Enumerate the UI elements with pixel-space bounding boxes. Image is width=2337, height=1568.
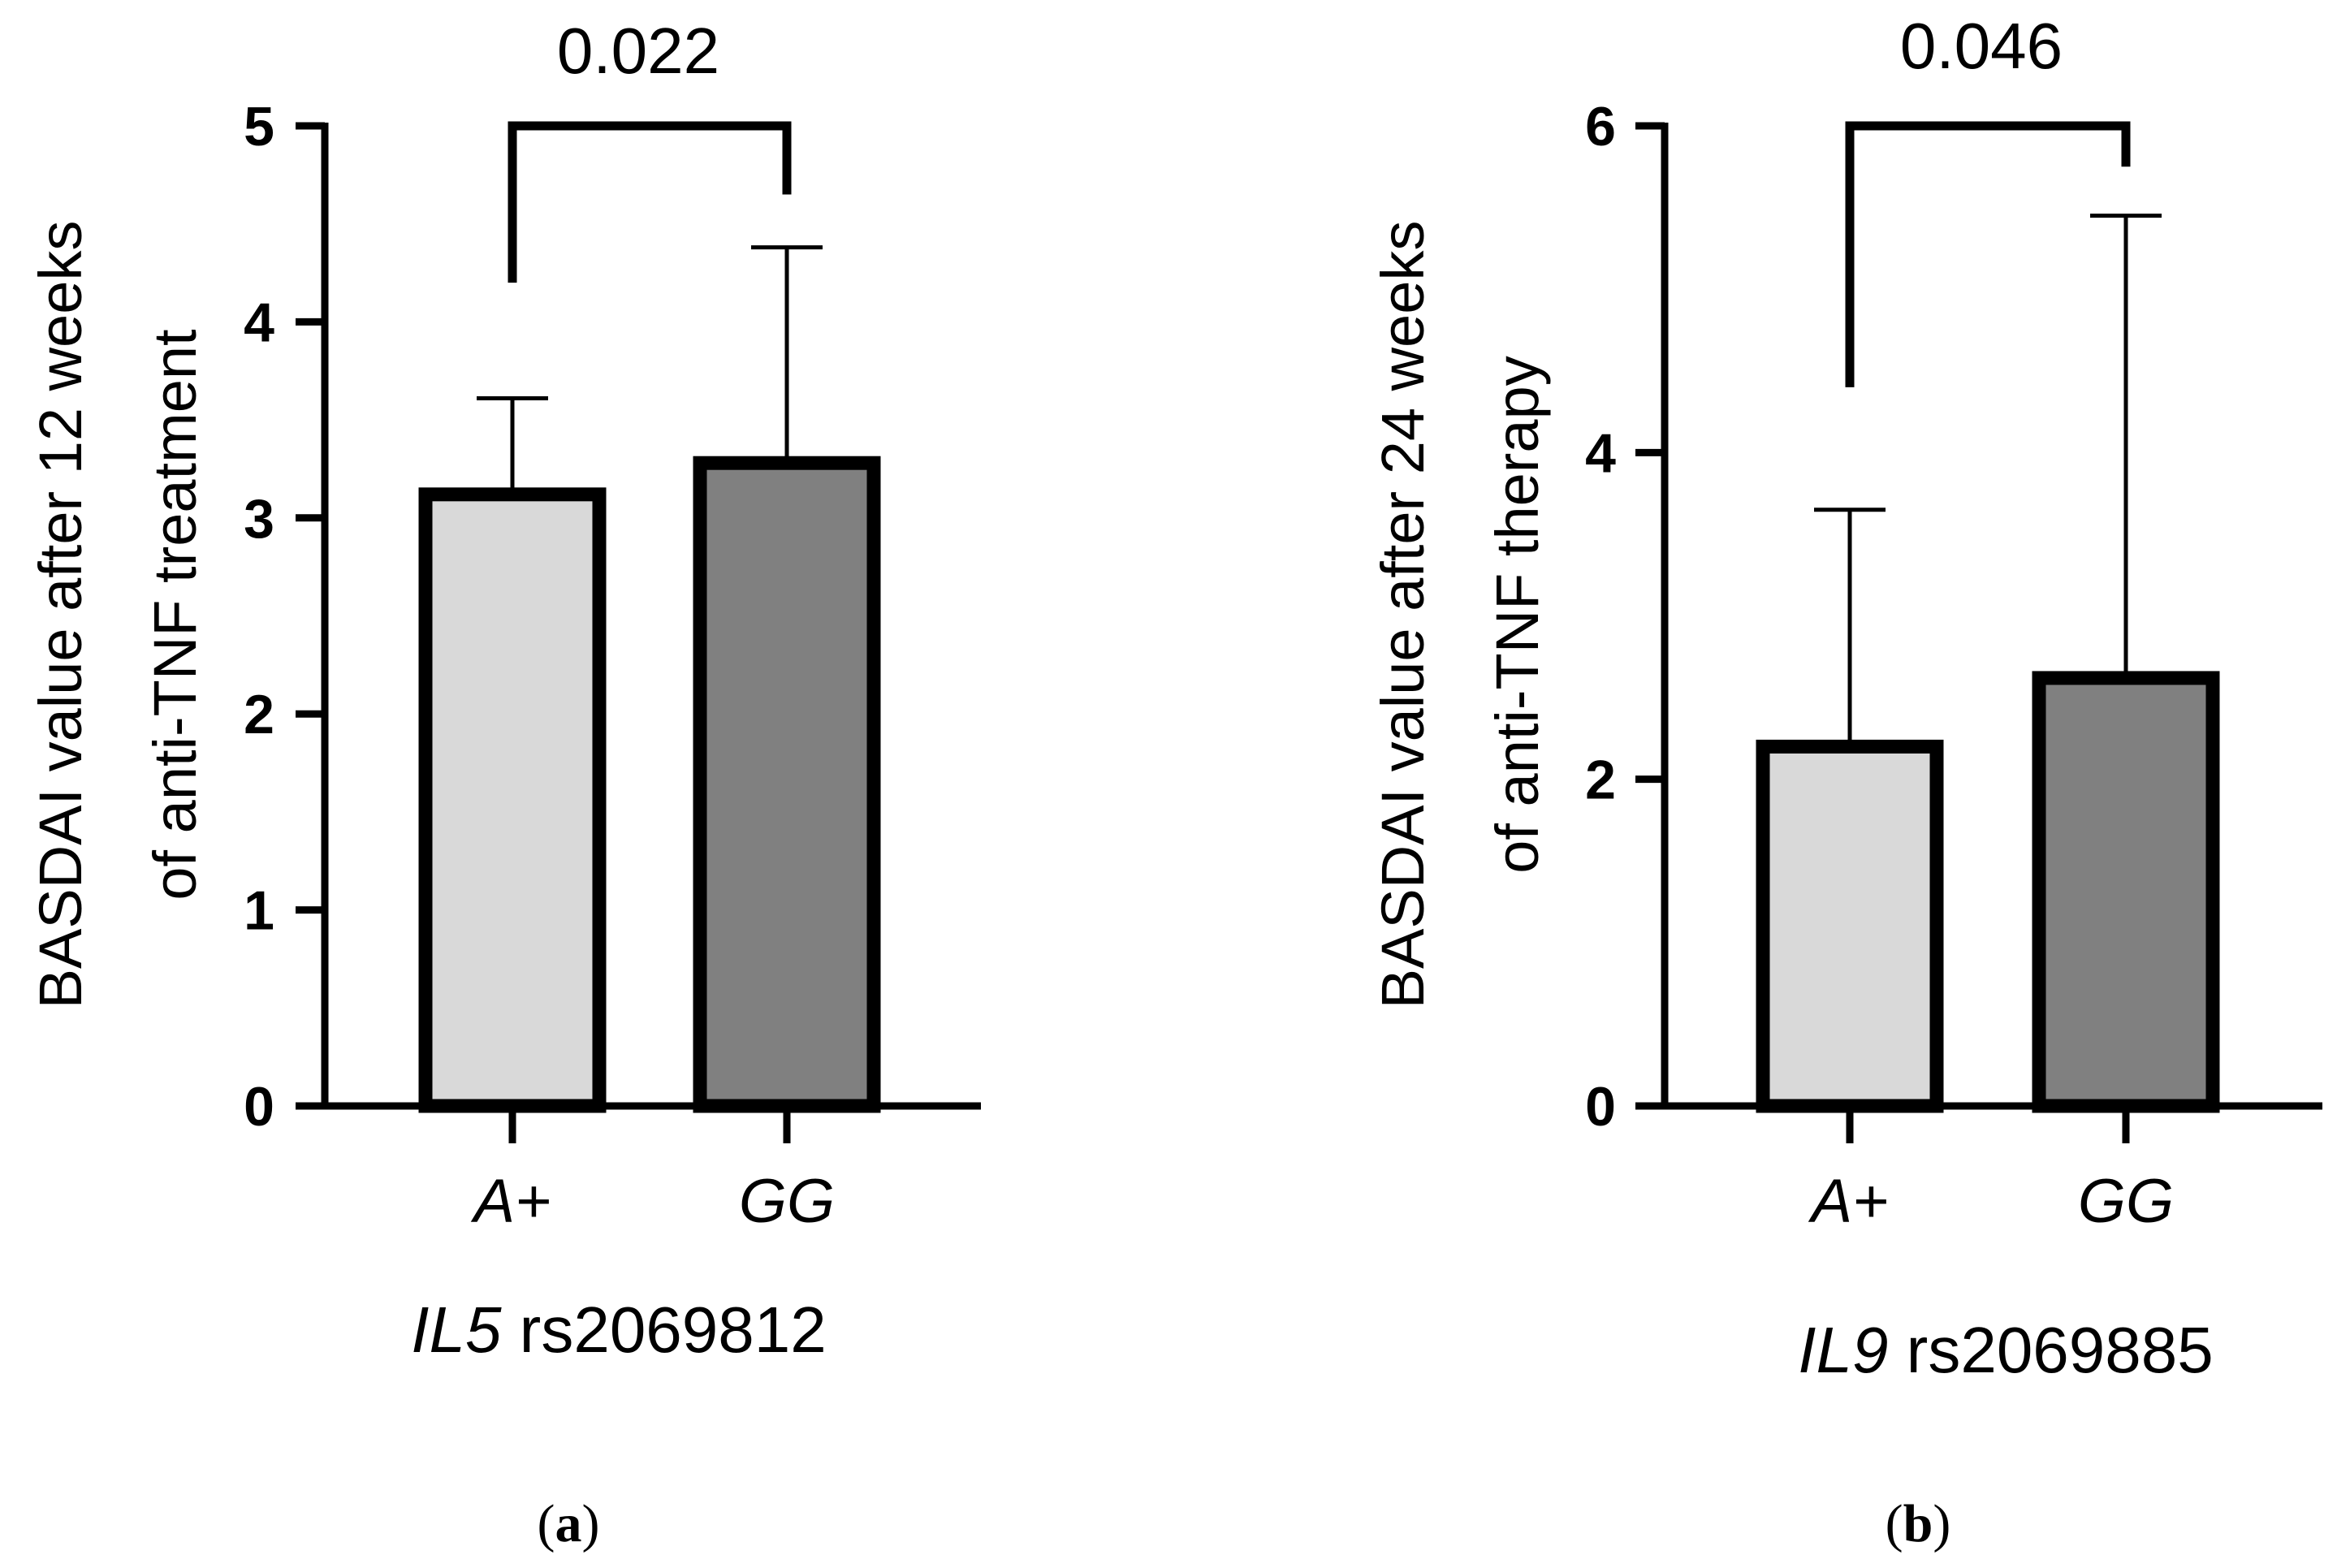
x-axis-title: IL9 rs2069885 [1798, 1314, 2214, 1386]
x-axis-gene: IL9 [1798, 1314, 1888, 1386]
y-axis-title-line: of anti-TNF therapy [1484, 356, 1551, 873]
bar-a-plus [1756, 739, 1944, 1113]
bar-gg [2032, 671, 2220, 1113]
x-category-label: GG [2078, 1167, 2174, 1236]
y-axis-title-line: BASDAI value after 12 weeks [27, 221, 94, 1009]
x-axis-title: IL5 rs2069812 [411, 1294, 827, 1366]
y-tick-label: 6 [1585, 96, 1616, 158]
chart-panel-b: 0 2 4 6 A+ GG 0.046 IL9 rs2069885 BASDAI value a… [1369, 10, 2322, 1386]
y-tick-label: 0 [244, 1076, 274, 1138]
y-tick-label: 5 [244, 96, 274, 158]
x-axis-snp: rs2069885 [1888, 1314, 2213, 1386]
significance-bracket [1845, 121, 2131, 387]
panel-label-b: (b) [1886, 1494, 1951, 1553]
y-axis-title-line: of anti-TNF treatment [141, 329, 209, 901]
y-tick-label: 3 [244, 488, 274, 550]
y-tick-label: 2 [1585, 749, 1616, 811]
bar-gg [693, 456, 881, 1113]
x-axis-gene: IL5 [411, 1294, 502, 1366]
panel-label-a: (a) [538, 1494, 600, 1553]
y-tick-label: 4 [244, 292, 274, 353]
y-axis-title: BASDAI value after 12 weeks of anti-TNF t… [27, 221, 209, 1009]
p-value-label: 0.022 [557, 15, 719, 87]
x-category-label: A+ [470, 1167, 551, 1236]
bar-a-plus [418, 487, 607, 1113]
x-category-label: A+ [1808, 1167, 1888, 1236]
y-tick-label: 2 [244, 684, 274, 745]
y-tick-label: 0 [1585, 1076, 1616, 1138]
y-axis-title: BASDAI value after 24 weeks of anti-TNF t… [1369, 221, 1551, 1009]
significance-bracket [508, 121, 792, 283]
x-axis-snp: rs2069812 [501, 1294, 826, 1366]
p-value-label: 0.046 [1900, 10, 2063, 82]
y-tick-label: 4 [1585, 422, 1616, 484]
y-tick-label: 1 [244, 880, 274, 942]
chart-panel-a: 0 1 2 3 4 5 A+ GG 0.022 IL5 rs2069812 BASDAI value… [27, 15, 981, 1366]
x-category-label: GG [739, 1167, 835, 1236]
y-axis-title-line: BASDAI value after 24 weeks [1369, 221, 1436, 1009]
